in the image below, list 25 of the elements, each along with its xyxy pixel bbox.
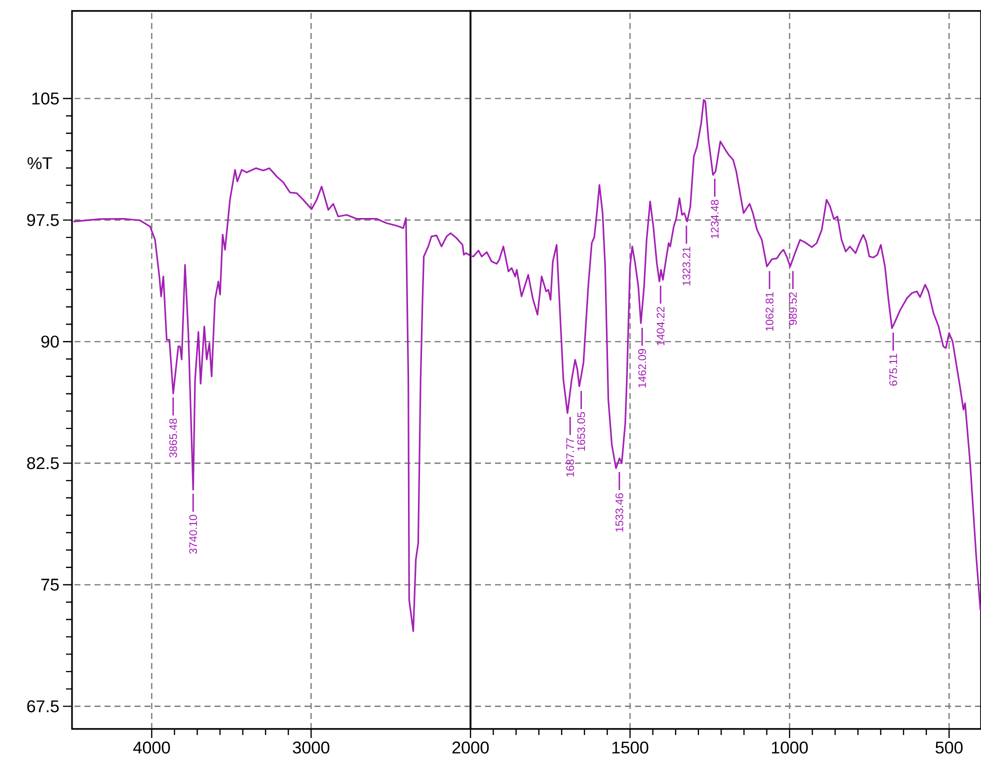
x-tick-label: 3000 — [292, 742, 330, 754]
y-tick-label: 105 — [32, 92, 59, 105]
annotation: 989.52 — [789, 292, 797, 325]
annotation: 1404.22 — [656, 306, 664, 346]
annotation: 1323.21 — [682, 246, 690, 286]
y-tick-label: 90 — [41, 336, 59, 348]
x-tick-label: 4000 — [133, 742, 170, 754]
x-tick-label: 1500 — [612, 742, 648, 754]
annotation: 1062.81 — [766, 292, 774, 331]
annotation: 1234.48 — [710, 200, 719, 238]
x-tick-label: 500 — [936, 742, 963, 754]
annotation: 1533.46 — [615, 493, 624, 532]
x-tick-label: 2000 — [452, 742, 489, 754]
y-tick-label: 82.5 — [27, 457, 59, 470]
annotation: 1462.09 — [638, 349, 646, 388]
y-tick-label: 97.5 — [27, 214, 59, 226]
y-axis-title: %T — [28, 157, 52, 170]
annotation: 3865.48 — [169, 418, 178, 458]
annotation: 675.11 — [889, 354, 898, 386]
x-tick-label: 1000 — [772, 742, 808, 754]
y-tick-label: 75 — [41, 578, 59, 591]
annotation: 1653.05 — [577, 412, 586, 451]
y-tick-label: 67.5 — [27, 700, 59, 712]
annotation: 1687.77 — [566, 438, 574, 477]
annotation: 3740.10 — [189, 514, 198, 554]
